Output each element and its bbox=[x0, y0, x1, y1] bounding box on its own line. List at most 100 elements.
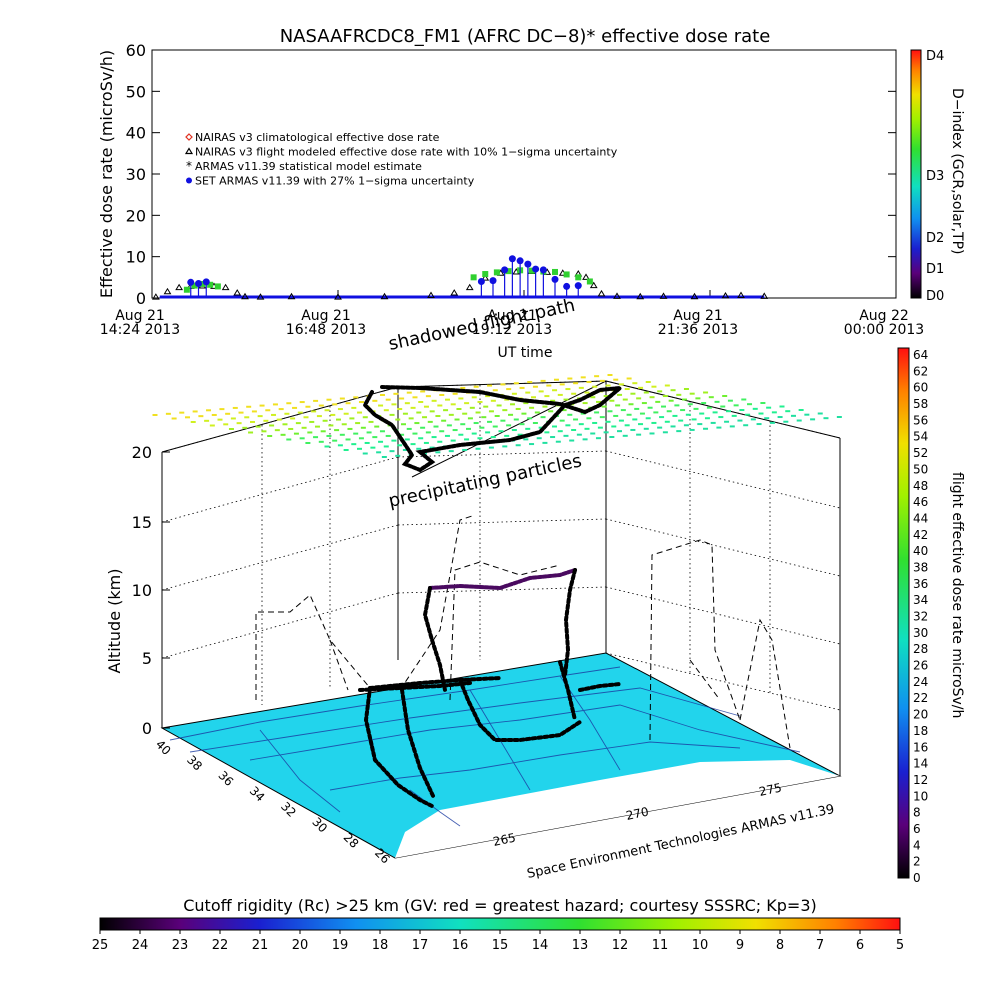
set-armas-point bbox=[195, 280, 202, 288]
nairas-point bbox=[760, 292, 769, 299]
cutoff-tick-label: 6 bbox=[856, 938, 864, 953]
y-tick-label: 20 bbox=[126, 206, 146, 225]
set-armas-point bbox=[551, 275, 559, 283]
dose-rate-tick-label: 52 bbox=[913, 446, 928, 460]
flight-path-3d bbox=[358, 568, 577, 692]
d-index-tick: D3 bbox=[926, 169, 944, 184]
dose-rate-tick-label: 16 bbox=[913, 740, 928, 754]
altitude-tick-label: 0 bbox=[142, 719, 152, 738]
altitude-tick-label: 10 bbox=[132, 581, 152, 600]
cutoff-tick-label: 10 bbox=[692, 938, 709, 953]
latitude-tick-label: 38 bbox=[184, 753, 205, 774]
dose-rate-tick-label: 0 bbox=[913, 871, 921, 885]
altitude-ticks: 0 5 10 15 20 bbox=[132, 443, 170, 738]
dose-rate-colorbar-label: flight effective dose rate microSv/h bbox=[949, 472, 965, 718]
dose-rate-tick-label: 22 bbox=[913, 691, 928, 705]
y-tick-label: 60 bbox=[126, 41, 146, 60]
latitude-tick-label: 36 bbox=[215, 768, 236, 789]
dose-rate-tick-label: 34 bbox=[913, 593, 928, 607]
legend-triangle-icon bbox=[184, 147, 194, 155]
set-armas-point bbox=[508, 255, 516, 263]
cutoff-tick-label: 16 bbox=[452, 938, 469, 953]
armas-model-point bbox=[183, 286, 190, 293]
cutoff-tick-label: 22 bbox=[212, 938, 229, 953]
set-armas-point bbox=[574, 282, 582, 290]
set-armas-point bbox=[489, 277, 497, 285]
armas-model-point bbox=[552, 268, 558, 275]
set-armas-point bbox=[516, 257, 524, 265]
cutoff-tick-label: 25 bbox=[92, 938, 109, 953]
cutoff-tick-label: 21 bbox=[252, 938, 269, 953]
cutoff-tick-label: 7 bbox=[816, 938, 824, 953]
cutoff-tick-label: 15 bbox=[492, 938, 509, 953]
dose-rate-tick-label: 20 bbox=[913, 708, 928, 722]
dose-rate-tick-label: 18 bbox=[913, 724, 928, 738]
top-series bbox=[151, 255, 769, 300]
armas-model-point bbox=[505, 268, 512, 275]
nairas-point bbox=[690, 292, 699, 300]
cutoff-tick-label: 13 bbox=[572, 938, 589, 953]
set-armas-point bbox=[202, 278, 210, 286]
dose-rate-tick-label: 14 bbox=[913, 757, 928, 771]
nairas-point bbox=[256, 293, 265, 300]
longitude-ticks: 265 270 275 bbox=[492, 780, 783, 848]
armas-model-point bbox=[482, 271, 489, 278]
armas-model-point bbox=[199, 280, 206, 287]
cutoff-tick-label: 20 bbox=[292, 938, 309, 953]
shadowed-flight-path bbox=[363, 660, 622, 808]
set-armas-point bbox=[532, 265, 540, 273]
set-armas-point bbox=[187, 278, 195, 286]
x-tick-label: 14:24 2013 bbox=[100, 322, 180, 338]
nairas-point bbox=[287, 292, 296, 300]
nairas-point bbox=[450, 289, 459, 296]
nairas-point bbox=[481, 274, 490, 281]
d-index-label: D−index (GCR,solar,TP) bbox=[949, 88, 965, 255]
longitude-tick-label: 270 bbox=[625, 804, 650, 822]
nairas-point bbox=[427, 291, 435, 299]
cutoff-tick-label: 5 bbox=[896, 938, 904, 953]
cutoff-tick-label: 23 bbox=[172, 938, 189, 953]
cutoff-tick-label: 18 bbox=[372, 938, 389, 953]
longitude-tick-label: 275 bbox=[758, 780, 783, 798]
gulf-water bbox=[395, 760, 840, 858]
nairas-point bbox=[636, 292, 645, 300]
dose-rate-tick-label: 6 bbox=[913, 822, 921, 836]
dose-rate-tick-label: 26 bbox=[913, 659, 928, 673]
dose-rate-tick-label: 32 bbox=[913, 610, 928, 624]
x-tick-label: Aug 21 bbox=[487, 308, 537, 324]
dose-rate-tick-label: 60 bbox=[913, 381, 928, 395]
top-x-axis-label: UT time bbox=[498, 345, 553, 361]
y-tick-label: 10 bbox=[126, 248, 146, 267]
altitude-tick-label: 15 bbox=[132, 513, 152, 532]
legend: NAIRAS v3 climatological effective dose … bbox=[184, 131, 618, 188]
x-tick-label: 21:36 2013 bbox=[658, 322, 738, 338]
x-tick-label: 00:00 2013 bbox=[844, 322, 924, 338]
nairas-point bbox=[465, 283, 474, 291]
cutoff-rigidity-strip bbox=[99, 917, 901, 931]
nairas-point bbox=[241, 292, 249, 300]
legend-label: SET ARMAS v11.39 with 27% 1−sigma uncert… bbox=[195, 175, 475, 188]
x-tick-label: Aug 22 bbox=[859, 308, 909, 324]
d-index-colorbar: D4 D3 D2 D1 D0 D−index (GCR,solar,TP) bbox=[910, 49, 965, 304]
cutoff-rigidity-label: Cutoff rigidity (Rc) >25 km (GV: red = g… bbox=[183, 896, 817, 915]
set-armas-point bbox=[539, 266, 547, 274]
y-tick-label: 30 bbox=[126, 165, 146, 184]
nairas-point bbox=[334, 293, 342, 300]
cutoff-tick-label: 8 bbox=[776, 938, 784, 953]
legend-dot-icon bbox=[186, 177, 192, 184]
longitude-tick-label: 265 bbox=[492, 830, 517, 848]
dose-rate-tick-label: 56 bbox=[913, 413, 928, 427]
set-armas-point bbox=[501, 266, 509, 274]
nairas-point bbox=[233, 289, 242, 296]
d-index-tick: D0 bbox=[926, 289, 944, 304]
cutoff-rigidity-ticks: 25 24 23 22 21 20 19 18 17 16 15 14 13 12 11 10 9 8 7 6 5 bbox=[92, 930, 904, 953]
armas-model-point bbox=[575, 274, 582, 281]
dose-rate-tick-label: 2 bbox=[913, 855, 921, 869]
top-y-ticks: 0 10 20 30 40 50 60 bbox=[126, 41, 896, 308]
dose-rate-tick-label: 62 bbox=[913, 364, 928, 378]
armas-model-point bbox=[191, 282, 198, 289]
top-title: NASAAFRCDC8_FM1 (AFRC DC−8)* effective d… bbox=[280, 26, 771, 47]
cutoff-tick-label: 17 bbox=[412, 938, 429, 953]
legend-asterisk-icon: * bbox=[186, 159, 192, 173]
